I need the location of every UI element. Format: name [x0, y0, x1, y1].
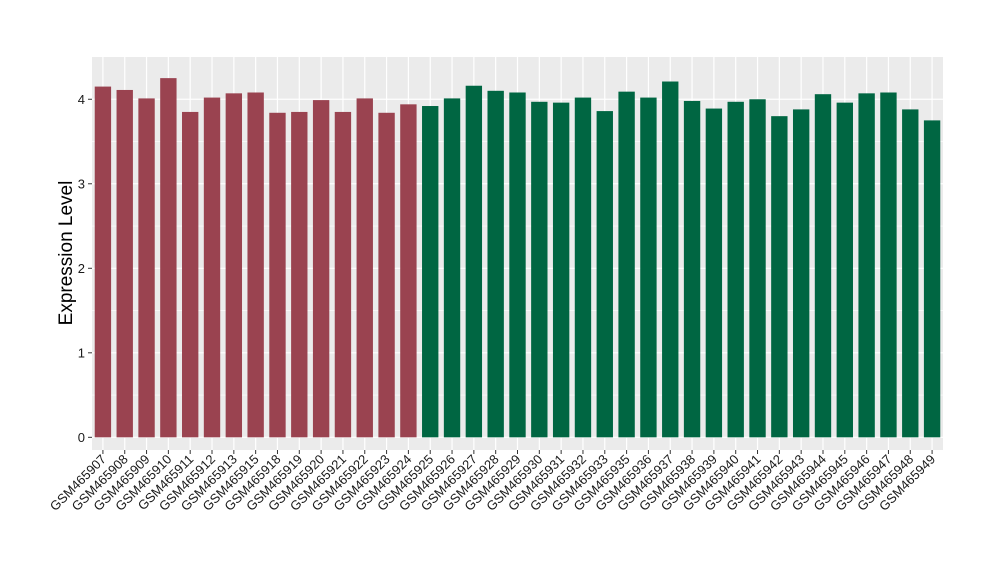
bar-GSM465927 [465, 85, 483, 438]
y-axis: 0 1 2 3 4 [78, 92, 92, 445]
bar-GSM465947 [880, 92, 897, 438]
bar-GSM465943 [792, 109, 810, 438]
bar-GSM465941 [749, 99, 766, 438]
bar-GSM465908 [116, 89, 133, 438]
y-tick-label: 2 [78, 261, 85, 276]
y-tick-label: 4 [78, 92, 85, 107]
bar-GSM465913 [225, 93, 243, 438]
bar-GSM465938 [683, 100, 701, 438]
bar-GSM465946 [858, 93, 875, 438]
y-tick-label: 3 [78, 176, 85, 191]
bar-GSM465924 [400, 104, 417, 438]
bar-GSM465937 [662, 81, 679, 438]
bar-GSM465940 [727, 101, 744, 438]
bar-GSM465931 [552, 102, 570, 438]
bar-GSM465911 [182, 111, 199, 438]
bars [94, 78, 941, 438]
bar-GSM465909 [138, 98, 155, 438]
bar-GSM465928 [487, 90, 504, 438]
y-tick-label: 0 [78, 430, 85, 445]
bar-GSM465949 [923, 120, 941, 438]
bar-GSM465948 [902, 109, 919, 438]
x-axis: GSM465907GSM465908GSM465909GSM465910GSM4… [47, 450, 938, 514]
bar-GSM465922 [356, 98, 373, 438]
bar-GSM465930 [531, 101, 548, 438]
bar-GSM465944 [814, 94, 832, 438]
bar-GSM465918 [269, 112, 286, 438]
bar-GSM465925 [422, 106, 439, 438]
bar-GSM465935 [618, 91, 635, 438]
bar-GSM465933 [596, 111, 613, 438]
bar-GSM465926 [443, 98, 461, 438]
bar-GSM465919 [291, 111, 308, 438]
bar-GSM465942 [771, 116, 788, 438]
bar-GSM465921 [334, 111, 352, 438]
bar-GSM465910 [160, 78, 177, 438]
bar-GSM465920 [312, 100, 330, 438]
y-tick-label: 1 [78, 345, 85, 360]
bar-GSM465929 [509, 92, 526, 438]
bar-GSM465945 [836, 102, 853, 438]
bar-GSM465936 [640, 97, 657, 438]
y-axis-title: Expression Level [56, 181, 77, 326]
bar-GSM465923 [378, 112, 395, 438]
bar-GSM465907 [94, 86, 112, 438]
bar-GSM465932 [574, 97, 592, 438]
bar-GSM465915 [247, 92, 264, 438]
bar-GSM465939 [705, 108, 723, 438]
bar-GSM465912 [203, 97, 221, 438]
